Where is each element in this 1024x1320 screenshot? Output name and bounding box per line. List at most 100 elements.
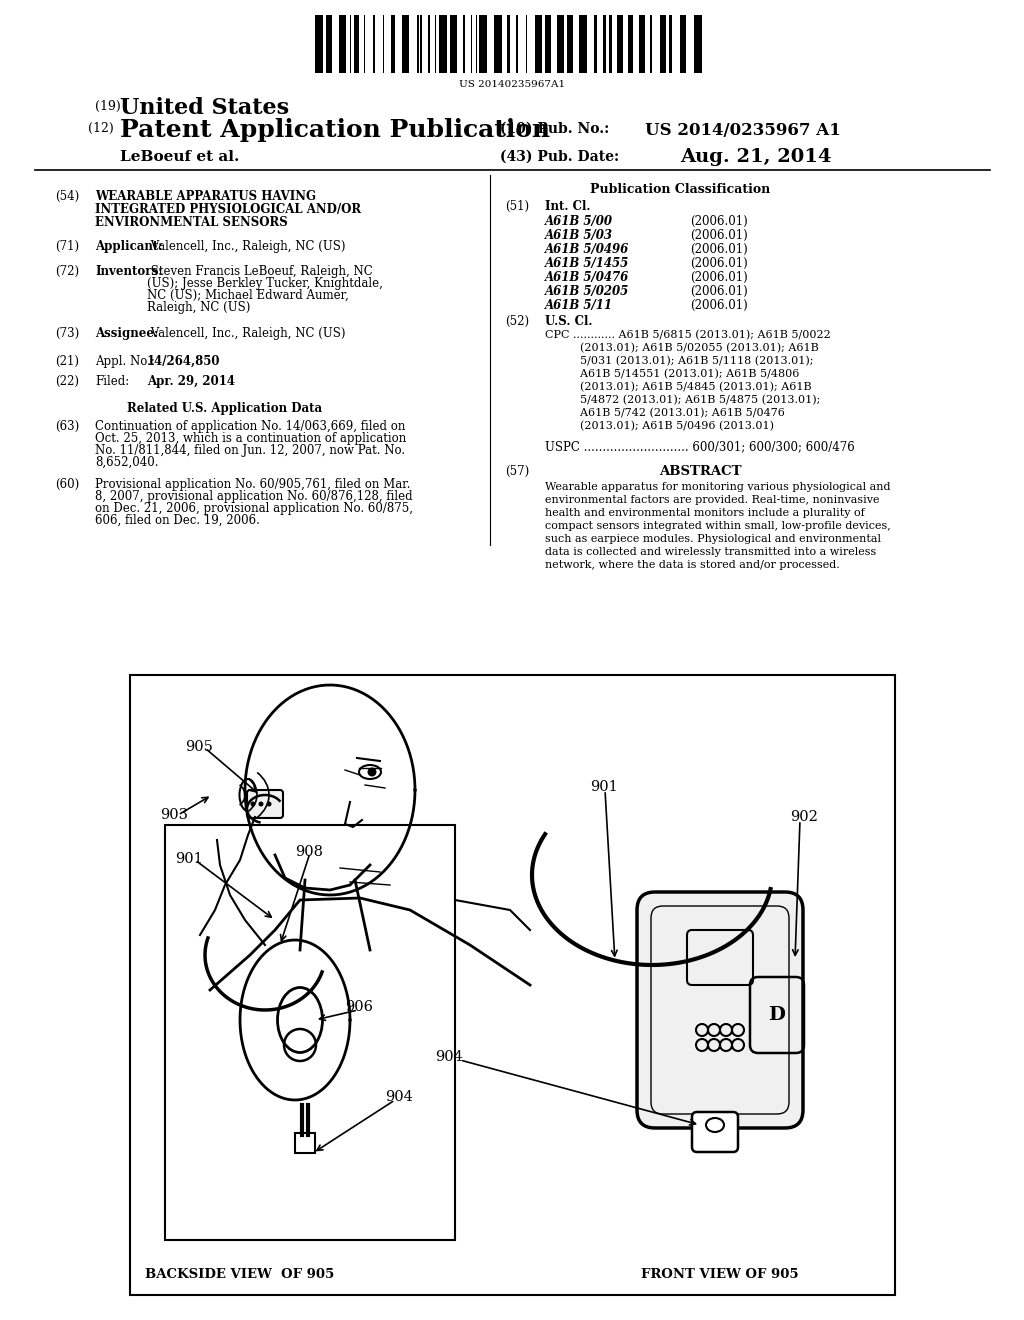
Text: A61B 5/00: A61B 5/00	[545, 215, 613, 228]
Text: Appl. No.:: Appl. No.:	[95, 355, 159, 368]
Text: (52): (52)	[505, 315, 529, 327]
Text: United States: United States	[120, 96, 289, 119]
Text: No. 11/811,844, filed on Jun. 12, 2007, now Pat. No.: No. 11/811,844, filed on Jun. 12, 2007, …	[95, 444, 406, 457]
Text: (19): (19)	[95, 100, 121, 114]
Bar	[428, 15, 430, 73]
Text: 14/264,850: 14/264,850	[147, 355, 220, 368]
Text: 8, 2007, provisional application No. 60/876,128, filed: 8, 2007, provisional application No. 60/…	[95, 490, 413, 503]
Bar	[439, 15, 447, 73]
Text: health and environmental monitors include a plurality of: health and environmental monitors includ…	[545, 508, 864, 517]
Bar	[580, 15, 587, 73]
Text: on Dec. 21, 2006, provisional application No. 60/875,: on Dec. 21, 2006, provisional applicatio…	[95, 502, 413, 515]
Bar	[609, 15, 612, 73]
Bar	[373, 15, 375, 73]
Bar	[418, 15, 419, 73]
Text: NC (US); Michael Edward Aumer,: NC (US); Michael Edward Aumer,	[147, 289, 349, 302]
Text: Applicant:: Applicant:	[95, 240, 163, 253]
Bar	[659, 15, 666, 73]
Bar	[650, 15, 651, 73]
Bar	[326, 15, 333, 73]
Text: D: D	[768, 1006, 785, 1024]
Text: (51): (51)	[505, 201, 529, 213]
Text: (2006.01): (2006.01)	[690, 257, 748, 271]
Text: WEARABLE APPARATUS HAVING: WEARABLE APPARATUS HAVING	[95, 190, 316, 203]
Text: A61B 5/0496: A61B 5/0496	[545, 243, 630, 256]
Text: ENVIRONMENTAL SENSORS: ENVIRONMENTAL SENSORS	[95, 216, 288, 228]
Text: BACKSIDE VIEW  OF 905: BACKSIDE VIEW OF 905	[145, 1269, 335, 1280]
Bar	[694, 15, 702, 73]
Text: (2013.01); A61B 5/0496 (2013.01): (2013.01); A61B 5/0496 (2013.01)	[545, 421, 774, 432]
Text: (2006.01): (2006.01)	[690, 285, 748, 298]
Bar	[507, 15, 510, 73]
Text: U.S. Cl.: U.S. Cl.	[545, 315, 593, 327]
Text: Apr. 29, 2014: Apr. 29, 2014	[147, 375, 234, 388]
Text: A61B 5/11: A61B 5/11	[545, 300, 613, 312]
Text: A61B 5/0205: A61B 5/0205	[545, 285, 630, 298]
Bar	[567, 15, 573, 73]
Circle shape	[258, 801, 263, 807]
Text: (57): (57)	[505, 465, 529, 478]
Bar	[354, 15, 359, 73]
Text: Assignee:: Assignee:	[95, 327, 159, 341]
Text: (63): (63)	[55, 420, 79, 433]
Text: A61B 5/1455: A61B 5/1455	[545, 257, 630, 271]
Ellipse shape	[240, 779, 256, 810]
Text: Provisional application No. 60/905,761, filed on Mar.: Provisional application No. 60/905,761, …	[95, 478, 411, 491]
Text: US 20140235967A1: US 20140235967A1	[459, 81, 565, 88]
Bar	[364, 15, 366, 73]
Text: Related U.S. Application Data: Related U.S. Application Data	[127, 403, 323, 414]
Text: 904: 904	[385, 1090, 413, 1104]
Text: Continuation of application No. 14/063,669, filed on: Continuation of application No. 14/063,6…	[95, 420, 406, 433]
FancyBboxPatch shape	[692, 1111, 738, 1152]
Bar	[471, 15, 472, 73]
Text: Filed:: Filed:	[95, 375, 129, 388]
Bar	[295, 1133, 315, 1152]
Text: US 2014/0235967 A1: US 2014/0235967 A1	[645, 121, 841, 139]
Bar	[594, 15, 597, 73]
Bar	[475, 15, 477, 73]
Bar	[383, 15, 384, 73]
Text: (2013.01); A61B 5/02055 (2013.01); A61B: (2013.01); A61B 5/02055 (2013.01); A61B	[545, 343, 819, 354]
Bar	[478, 15, 486, 73]
Bar	[339, 15, 346, 73]
Bar	[669, 15, 672, 73]
Text: INTEGRATED PHYSIOLOGICAL AND/OR: INTEGRATED PHYSIOLOGICAL AND/OR	[95, 203, 361, 216]
Text: Valencell, Inc., Raleigh, NC (US): Valencell, Inc., Raleigh, NC (US)	[147, 240, 345, 253]
Text: 8,652,040.: 8,652,040.	[95, 455, 159, 469]
Text: (2006.01): (2006.01)	[690, 215, 748, 228]
Text: (2006.01): (2006.01)	[690, 271, 748, 284]
Text: (12): (12)	[88, 121, 114, 135]
Text: Wearable apparatus for monitoring various physiological and: Wearable apparatus for monitoring variou…	[545, 482, 891, 492]
Bar	[545, 15, 551, 73]
Circle shape	[251, 801, 256, 807]
Bar	[639, 15, 645, 73]
Text: A61B 5/14551 (2013.01); A61B 5/4806: A61B 5/14551 (2013.01); A61B 5/4806	[545, 370, 800, 379]
Text: LeBoeuf et al.: LeBoeuf et al.	[120, 150, 240, 164]
Text: A61B 5/03: A61B 5/03	[545, 228, 613, 242]
Bar	[536, 15, 542, 73]
Text: Inventors:: Inventors:	[95, 265, 163, 279]
Text: network, where the data is stored and/or processed.: network, where the data is stored and/or…	[545, 560, 840, 570]
Text: Raleigh, NC (US): Raleigh, NC (US)	[147, 301, 251, 314]
Text: Aug. 21, 2014: Aug. 21, 2014	[680, 148, 831, 166]
Text: 901: 901	[590, 780, 617, 795]
Bar	[603, 15, 606, 73]
Text: 904: 904	[435, 1049, 463, 1064]
Text: Int. Cl.: Int. Cl.	[545, 201, 591, 213]
Text: (71): (71)	[55, 240, 79, 253]
Text: (2006.01): (2006.01)	[690, 300, 748, 312]
Bar	[680, 15, 686, 73]
Text: (US); Jesse Berkley Tucker, Knightdale,: (US); Jesse Berkley Tucker, Knightdale,	[147, 277, 383, 290]
Text: 903: 903	[160, 808, 188, 822]
Bar	[315, 15, 323, 73]
Bar	[349, 15, 351, 73]
Text: FRONT VIEW OF 905: FRONT VIEW OF 905	[641, 1269, 799, 1280]
Text: compact sensors integrated within small, low-profile devices,: compact sensors integrated within small,…	[545, 521, 891, 531]
Bar	[463, 15, 465, 73]
Text: Publication Classification: Publication Classification	[590, 183, 770, 195]
Text: 905: 905	[185, 741, 213, 754]
Text: A61B 5/0476: A61B 5/0476	[545, 271, 630, 284]
Text: (72): (72)	[55, 265, 79, 279]
Text: Patent Application Publication: Patent Application Publication	[120, 117, 550, 143]
Text: (73): (73)	[55, 327, 79, 341]
